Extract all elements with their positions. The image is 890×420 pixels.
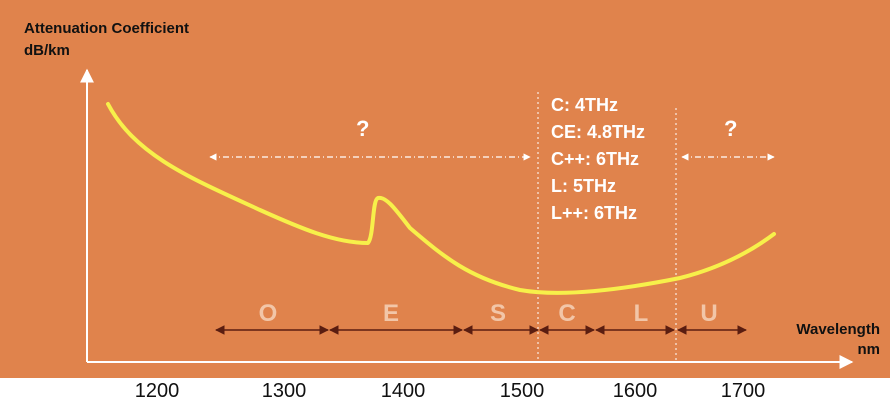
capacity-item: CE: 4.8THz xyxy=(551,122,646,142)
y-axis-title: Attenuation Coefficient dB/km xyxy=(24,18,189,62)
x-tick-label: 1300 xyxy=(261,380,307,402)
capacity-list: C: 4THz CE: 4.8THz C++: 6THz L: 5THz L++… xyxy=(551,92,645,227)
unknown-left-label: ? xyxy=(356,116,370,141)
attenuation-curve xyxy=(106,102,776,295)
x-tick-label: 1500 xyxy=(499,380,545,402)
y-axis-title-line2: dB/km xyxy=(24,42,70,59)
x-axis-title-line1: Wavelength xyxy=(796,321,880,338)
band-label-l: L xyxy=(633,300,649,327)
x-tick-label: 1400 xyxy=(380,380,426,402)
capacity-item: L: 5THz xyxy=(551,176,616,196)
x-axis-title: Wavelength nm xyxy=(796,320,880,360)
capacity-item: C: 4THz xyxy=(551,95,618,115)
diagram-background xyxy=(0,0,890,378)
y-axis-title-line1: Attenuation Coefficient xyxy=(24,20,189,37)
band-label-e: E xyxy=(382,300,399,327)
x-tick-label: 1200 xyxy=(134,380,180,402)
unknown-right-label: ? xyxy=(724,116,738,141)
x-tick-label: 1600 xyxy=(612,380,658,402)
capacity-item: C++: 6THz xyxy=(551,149,640,169)
band-label-o: O xyxy=(258,300,278,327)
band-label-s: S xyxy=(489,300,506,327)
x-axis-title-line2: nm xyxy=(857,341,881,358)
capacity-item: L++: 6THz xyxy=(551,203,638,223)
band-label-u: U xyxy=(700,300,718,327)
band-label-c: C xyxy=(558,300,576,327)
x-tick-label: 1700 xyxy=(720,380,766,402)
